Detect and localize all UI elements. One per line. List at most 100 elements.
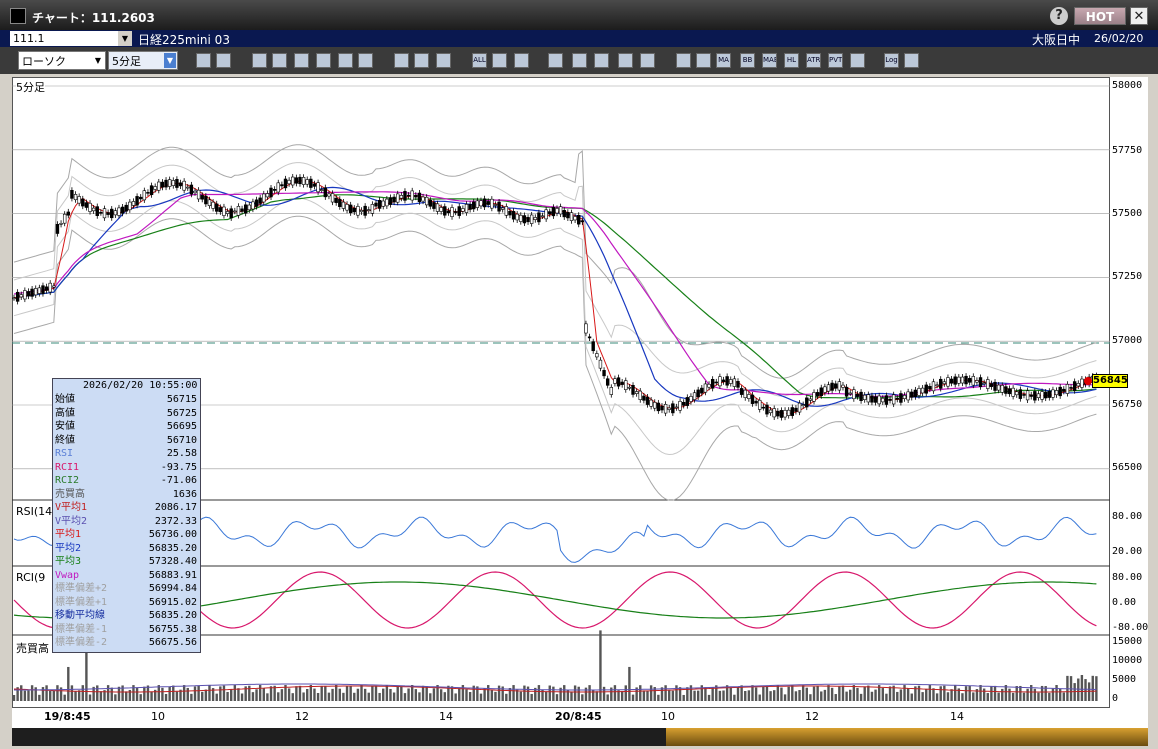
candle-body: [808, 398, 813, 401]
price-tick: 56750: [1112, 399, 1143, 410]
volume-bar: [957, 688, 961, 701]
volume-bar: [1080, 675, 1084, 701]
volume-bar: [671, 690, 675, 701]
hl-tool-button[interactable]: HL: [784, 53, 799, 68]
text-tool-button[interactable]: [338, 53, 353, 68]
data-window-value: 56835.20: [148, 542, 197, 554]
candle-body: [939, 378, 943, 389]
time-scrollbar[interactable]: [12, 728, 1148, 746]
candle-body: [312, 183, 317, 187]
candle-b-tool-button[interactable]: [436, 53, 451, 68]
price-tick: 57000: [1112, 335, 1143, 346]
candle-body: [718, 376, 722, 387]
chart-type-value: ローソク: [22, 55, 66, 68]
volume-bar: [943, 685, 946, 701]
volume-bar: [146, 685, 150, 701]
candle-body: [873, 396, 878, 403]
candle-body: [779, 410, 784, 418]
ma-tool-button[interactable]: MA: [716, 53, 731, 68]
eraser-tool-button[interactable]: [316, 53, 331, 68]
volume-bar: [505, 693, 508, 701]
hot-button[interactable]: HOT: [1074, 7, 1126, 25]
candle-body: [953, 376, 957, 385]
palette-tool-button[interactable]: [548, 53, 563, 68]
color-tool-button[interactable]: [514, 53, 529, 68]
candle-body: [978, 377, 983, 387]
chart-type-select[interactable]: ローソク ▼: [18, 51, 106, 70]
pvt-tool-button[interactable]: PVT: [828, 53, 843, 68]
volume-bar: [881, 688, 884, 701]
crosshair-tool-button[interactable]: [216, 53, 231, 68]
volume-bar: [356, 688, 360, 701]
candle-body: [222, 206, 226, 216]
candle-body: [587, 336, 592, 339]
settings-a-tool-button[interactable]: [572, 53, 587, 68]
volume-bar: [892, 685, 895, 701]
cursor-tool-button[interactable]: [294, 53, 309, 68]
candle-body: [102, 208, 107, 219]
candle-body: [1044, 391, 1048, 399]
log-tool-button[interactable]: Log: [884, 53, 899, 68]
volume-bar: [928, 685, 932, 701]
doc-tool-button[interactable]: [358, 53, 373, 68]
scrollbar-thumb[interactable]: [666, 728, 1148, 746]
volume-bar: [863, 686, 866, 701]
candle-body: [1054, 390, 1059, 396]
volume-bar: [421, 685, 425, 701]
rsi-tick: 80.00: [1112, 511, 1143, 522]
export-tool-button[interactable]: [904, 53, 919, 68]
symbol-dropdown-button[interactable]: ▼: [118, 31, 132, 46]
candle-body: [624, 380, 628, 390]
patterns-tool-button[interactable]: [492, 53, 507, 68]
volume-bar: [23, 690, 27, 701]
atr-tool-button[interactable]: ATR: [806, 53, 821, 68]
candle-body: [139, 196, 143, 200]
candle-a-tool-button[interactable]: [414, 53, 429, 68]
volume-bar: [820, 691, 823, 701]
data-window-row: 平均2 56835.20: [53, 542, 200, 556]
volume-bar: [841, 685, 845, 701]
volume-bar: [686, 687, 689, 701]
lock-tool-button[interactable]: [676, 53, 691, 68]
candle-body: [363, 205, 367, 216]
candle-body: [732, 378, 737, 387]
candle-body: [986, 379, 990, 389]
time-tick: 12: [295, 710, 309, 723]
volume-bar: [765, 685, 769, 701]
volume-bar: [99, 691, 103, 701]
volume-bar: [888, 686, 892, 701]
reload-tool-button[interactable]: [850, 53, 865, 68]
mae-tool-button[interactable]: MAE: [762, 53, 777, 68]
trash-tool-button[interactable]: [394, 53, 409, 68]
candle-body: [511, 211, 516, 220]
draw-trend-tool-button[interactable]: [272, 53, 287, 68]
period-select[interactable]: 5分足 ▼: [108, 51, 178, 70]
arrows-tool-button[interactable]: [640, 53, 655, 68]
candle-body: [834, 383, 838, 389]
volume-bar: [870, 691, 874, 701]
candle-body: [656, 402, 661, 412]
volume-bar: [324, 685, 327, 701]
add-tool-button[interactable]: [618, 53, 633, 68]
volume-bar: [979, 685, 982, 701]
bar-a-tool-button[interactable]: [696, 53, 711, 68]
candle-body: [37, 287, 42, 294]
candle-body: [957, 376, 961, 384]
period-value: 5分足: [112, 55, 141, 68]
zoom-tool-button[interactable]: [196, 53, 211, 68]
volume-bar: [885, 693, 888, 701]
bb-tool-button[interactable]: BB: [740, 53, 755, 68]
all-tool-button[interactable]: ALL: [472, 53, 487, 68]
candle-body: [1011, 387, 1015, 397]
data-window-row: 売買高 1636: [53, 488, 200, 502]
settings-b-tool-button[interactable]: [594, 53, 609, 68]
volume-bar: [208, 685, 211, 701]
volume-bar: [67, 666, 70, 701]
chart-canvas[interactable]: [12, 77, 1148, 708]
symbol-code-input[interactable]: 111.1: [10, 31, 118, 46]
data-window-row: 高値 56725: [53, 407, 200, 421]
help-button[interactable]: ?: [1050, 7, 1068, 25]
close-button[interactable]: ✕: [1130, 7, 1148, 25]
draw-line-tool-button[interactable]: [252, 53, 267, 68]
data-window-row: 始値 56715: [53, 393, 200, 407]
